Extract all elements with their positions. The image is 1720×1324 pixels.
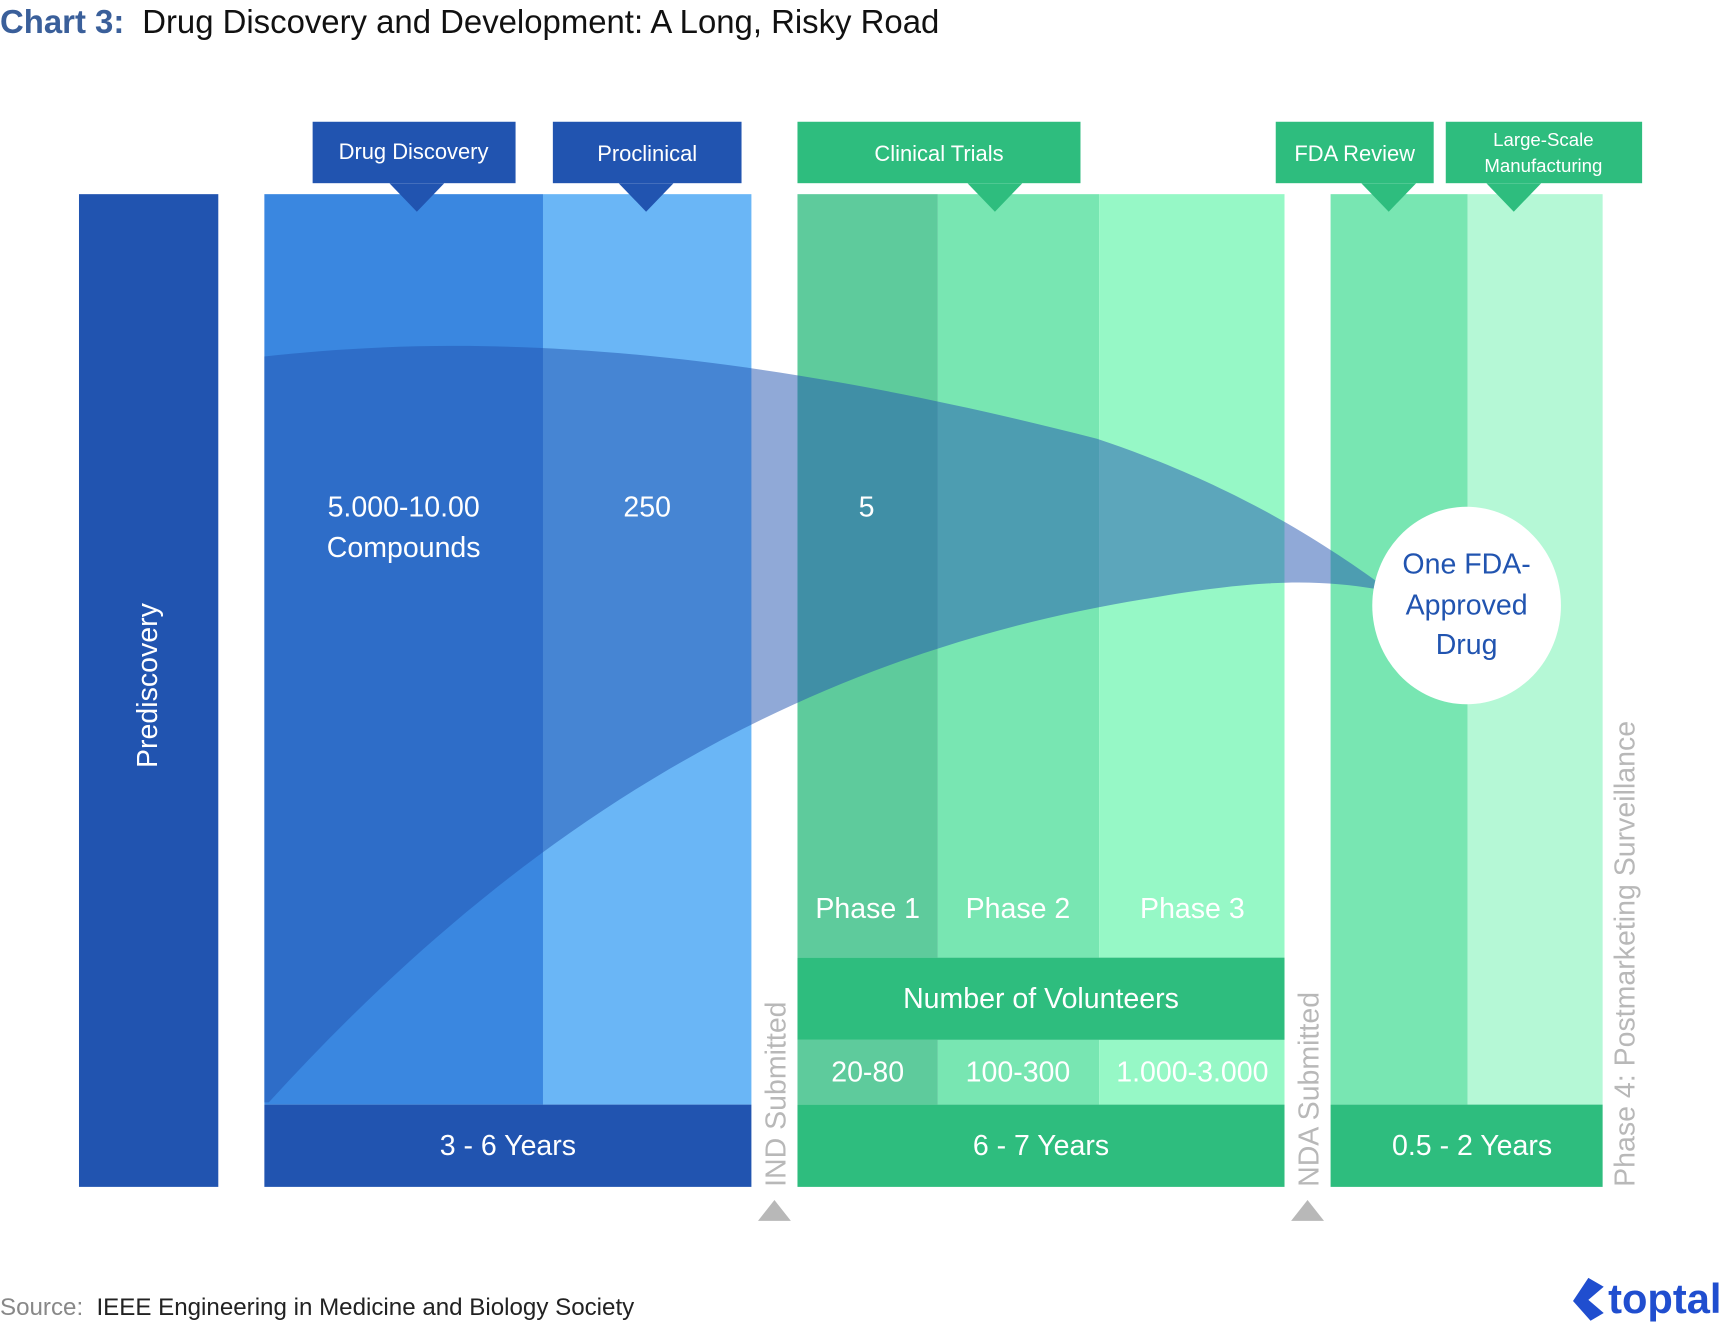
clinical-trials-label: Clinical Trials [874,141,1003,166]
approved-line1: One FDA- [1402,549,1530,581]
drug-discovery-label: Drug Discovery [339,139,489,164]
prediscovery-label: Prediscovery [132,602,164,768]
manufacturing-label-line1: Large-Scale [1493,129,1593,150]
preclinical-label: Proclinical [597,141,697,166]
volunteers-header: Number of Volunteers [903,983,1179,1015]
phase3-volunteers-cell [1099,1039,1285,1105]
nda-marker-icon [1291,1200,1325,1221]
source-label: Source: [0,1294,83,1321]
chart-title: Chart 3: Drug Discovery and Development:… [0,3,939,40]
phase4-label: Phase 4: Postmarketing Surveillance [1609,721,1641,1187]
toptal-wordmark: toptal [1608,1275,1720,1322]
approved-drug-circle [1372,506,1561,705]
title-text: Drug Discovery and Development: A Long, … [142,3,939,40]
phase3-label: Phase 3 [1140,893,1245,925]
clinical-duration-bar [797,1104,1285,1187]
phase2-label: Phase 2 [966,893,1071,925]
approved-line2: Approved [1406,589,1528,621]
drug-discovery-tag: Drug Discovery [312,121,516,212]
prediscovery-bar [78,194,219,1187]
manufacturing-tag: Large-Scale Manufacturing [1445,121,1643,212]
preclinical-tag: Proclinical [552,121,742,212]
source-note: Source: IEEE Engineering in Medicine and… [0,1294,635,1321]
clinical-count: 5 [859,492,875,524]
clinical-duration: 6 - 7 Years [973,1130,1109,1162]
discovery-duration-bar [264,1104,752,1187]
discovery-duration: 3 - 6 Years [440,1130,576,1162]
ind-submitted-label: IND Submitted [760,1001,792,1186]
source-text: IEEE Engineering in Medicine and Biology… [96,1294,635,1321]
discovery-count-unit: Compounds [327,532,481,564]
ind-marker-icon [757,1200,791,1221]
phase1-label: Phase 1 [815,893,920,925]
fda-review-tag: FDA Review [1275,121,1434,212]
discovery-count: 5.000-10.00 [328,492,480,524]
toptal-logo: toptal [1573,1275,1720,1322]
fda-review-label: FDA Review [1294,141,1415,166]
approved-line3: Drug [1436,629,1498,661]
nda-submitted-label: NDA Submitted [1294,992,1326,1187]
phase2-volunteers: 100-300 [966,1057,1071,1089]
funnel-shape [264,345,1385,1103]
phase1-volunteers: 20-80 [831,1057,904,1089]
preclinical-count: 250 [623,492,671,524]
phase3-volunteers: 1.000-3.000 [1116,1057,1268,1089]
fda-duration: 0.5 - 2 Years [1392,1130,1552,1162]
toptal-logo-icon [1573,1277,1604,1321]
volunteers-header-bar [797,957,1285,1040]
title-prefix: Chart 3: [0,3,124,40]
clinical-trials-tag: Clinical Trials [797,121,1081,212]
phase2-volunteers-cell [937,1039,1100,1105]
phase1-volunteers-cell [797,1039,938,1105]
fda-duration-bar [1330,1104,1603,1187]
manufacturing-label-line2: Manufacturing [1484,155,1602,176]
